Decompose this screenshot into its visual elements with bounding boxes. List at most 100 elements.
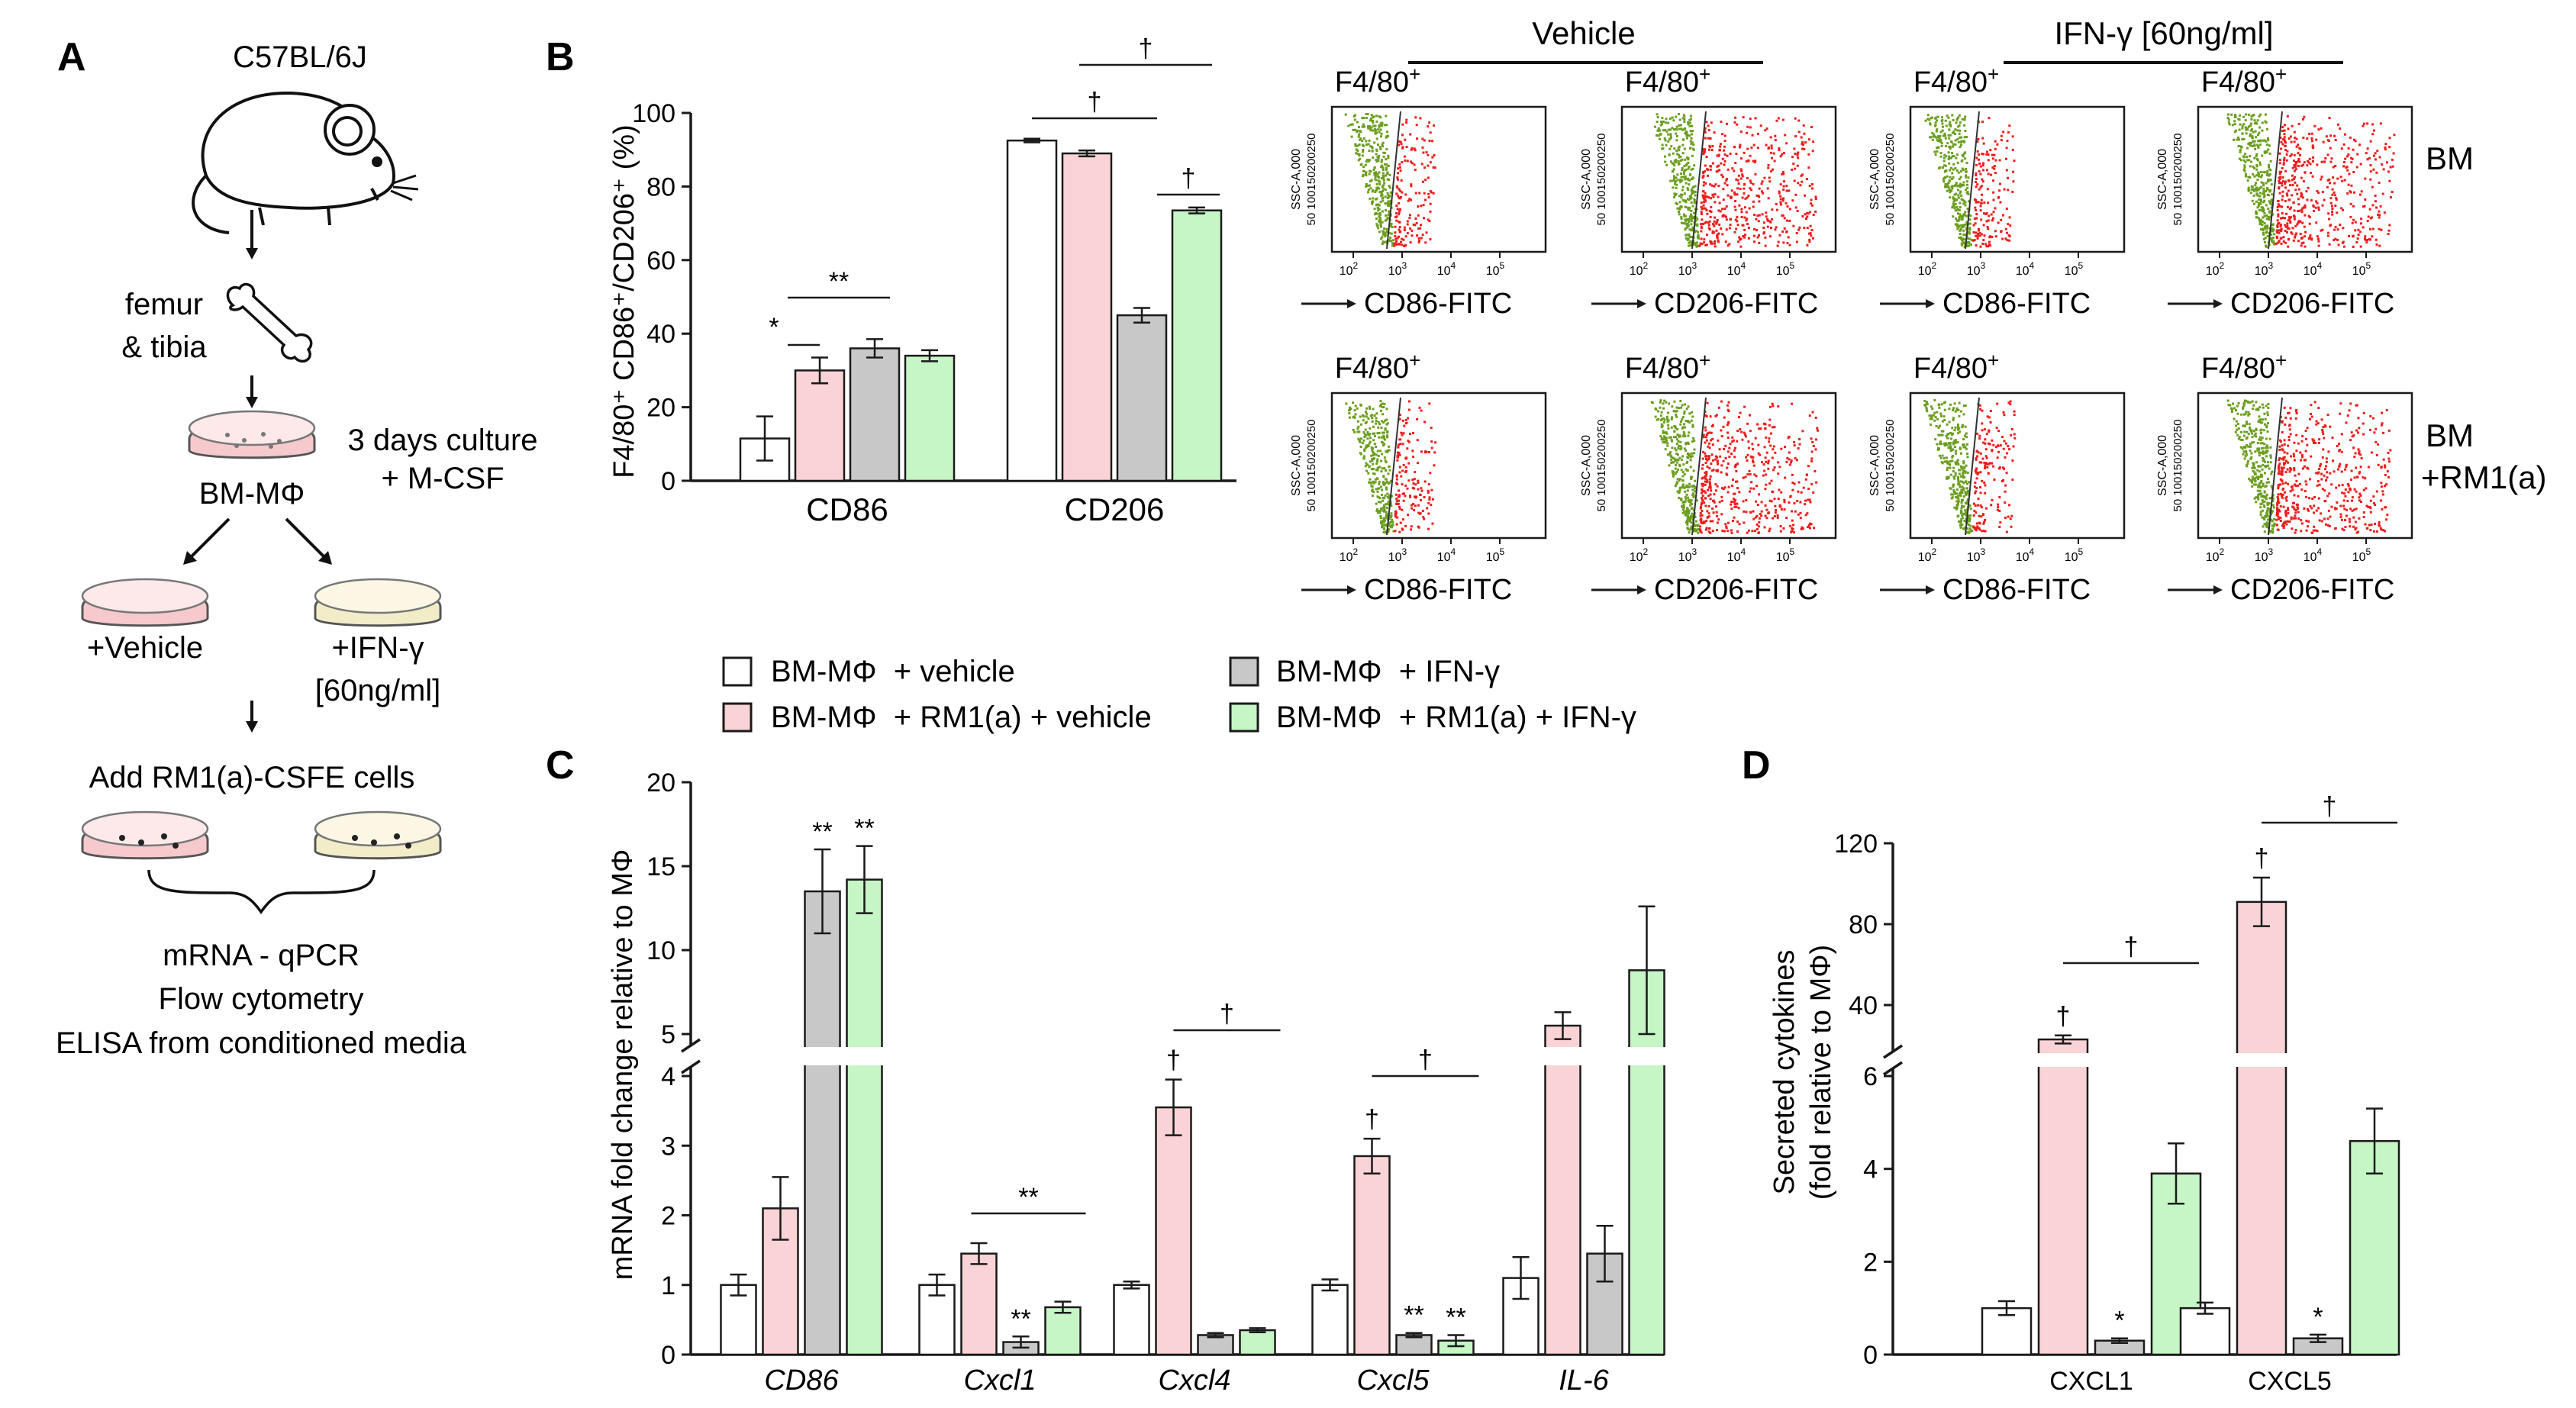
flow-event-red [1704,182,1707,185]
flow-event-green [2263,214,2266,217]
flow-event-green [1946,185,1949,188]
flow-event-red [1395,523,1398,526]
flow-event-green [2266,170,2269,173]
flow-event-red [1728,227,1731,230]
flow-event-red [2334,237,2337,240]
flow-event-red [1424,198,1427,201]
flow-event-red [1714,183,1717,186]
flow-event-green [1953,207,1956,210]
flow-event-green [1691,192,1694,195]
flow-event-green [1968,228,1971,231]
flow-event-green [2242,404,2246,407]
flow-event-green [2246,453,2249,456]
flow-event-red [2368,227,2371,230]
flow-event-green [1955,205,1959,208]
flow-event-green [1954,496,1957,499]
flow-event-green [1375,502,1378,505]
flow-event-green [1962,443,1965,446]
flow-event-red [2320,176,2323,179]
flow-event-green [2259,227,2262,230]
flow-event-green [1941,454,1944,457]
flow-event-green [1934,438,1937,441]
flow-event-green [2271,230,2275,233]
flow-event-red [1414,504,1417,507]
flow-event-green [2249,457,2252,460]
flow-event-red [2009,400,2012,403]
flow-event-green [1368,433,1371,437]
flow-event-red [1705,455,1708,458]
flow-event-green [1385,524,1388,527]
flow-event-red [1776,244,1779,247]
flow-event-red [1812,213,1815,216]
flow-event-green [1692,191,1695,194]
flow-event-red [1706,510,1709,513]
flow-event-green [1944,442,1947,445]
flow-event-green [1386,135,1389,138]
flow-event-red [2285,192,2288,195]
flow-event-green [1962,237,1965,240]
flow-event-green [1955,121,1958,124]
flow-event-red [2352,138,2355,141]
flow-event-red [2330,205,2333,208]
flow-event-red [2284,225,2287,228]
flow-event-green [1964,471,1967,474]
flow-event-green [1946,175,1949,178]
flow-event-green [1383,519,1386,522]
flow-event-green [2249,478,2252,482]
flow-event-red [1396,172,1399,175]
flow-event-green [1677,147,1680,150]
flow-event-green [1374,124,1377,127]
flow-event-red [1749,118,1752,121]
flow-event-green [1954,139,1957,142]
flow-event-green [2264,227,2267,230]
flow-event-green [1371,449,1374,452]
flow-event-green [2259,481,2262,484]
flow-event-green [1959,192,1962,195]
flow-event-green [1948,420,1951,424]
flow-event-green [1952,176,1955,179]
flow-event-red [1752,464,1755,467]
flow-event-red [1758,214,1761,217]
flow-event-red [1800,174,1803,177]
flow-event-green [1369,407,1372,410]
flow-event-green [1688,482,1691,485]
flow-event-green [1929,417,1932,420]
flow-event-green [1378,230,1381,234]
flow-event-green [1685,443,1688,446]
flow-event-green [2251,436,2254,439]
flow-event-red [1726,491,1730,494]
flow-event-red [2279,205,2282,208]
flow-event-green [1687,456,1690,459]
flow-event-green [1968,517,1971,520]
flow-event-green [1686,511,1689,514]
bone-label-1: femur [125,288,203,321]
flow-event-red [1746,531,1749,534]
flow-event-green [1656,116,1659,119]
flow-event-red [1731,520,1734,523]
flow-event-red [2317,128,2320,131]
flow-event-green [1675,449,1678,452]
flow-event-red [1741,196,1744,199]
flow-event-green [1935,130,1938,133]
flow-event-green [1954,223,1957,226]
flow-event-red [1981,180,1984,183]
flow-event-red [1979,491,1982,495]
flow-event-green [1957,194,1960,197]
flow-axis-arrowhead [1926,299,1935,308]
flow-event-red [2380,228,2383,231]
flow-event-green [1945,155,1948,158]
flow-event-green [1388,496,1391,499]
flow-event-red [1792,224,1795,227]
flow-event-red [2308,236,2311,239]
flow-event-red [2297,221,2300,224]
flow-event-red [1743,236,1746,239]
flow-event-red [1714,458,1717,461]
flow-event-red [1708,431,1711,434]
flow-event-red [1730,217,1733,221]
significance-mark: † [1139,34,1153,63]
flow-event-red [2009,403,2012,406]
flow-event-red [2382,168,2385,171]
flow-event-green [1375,211,1378,214]
